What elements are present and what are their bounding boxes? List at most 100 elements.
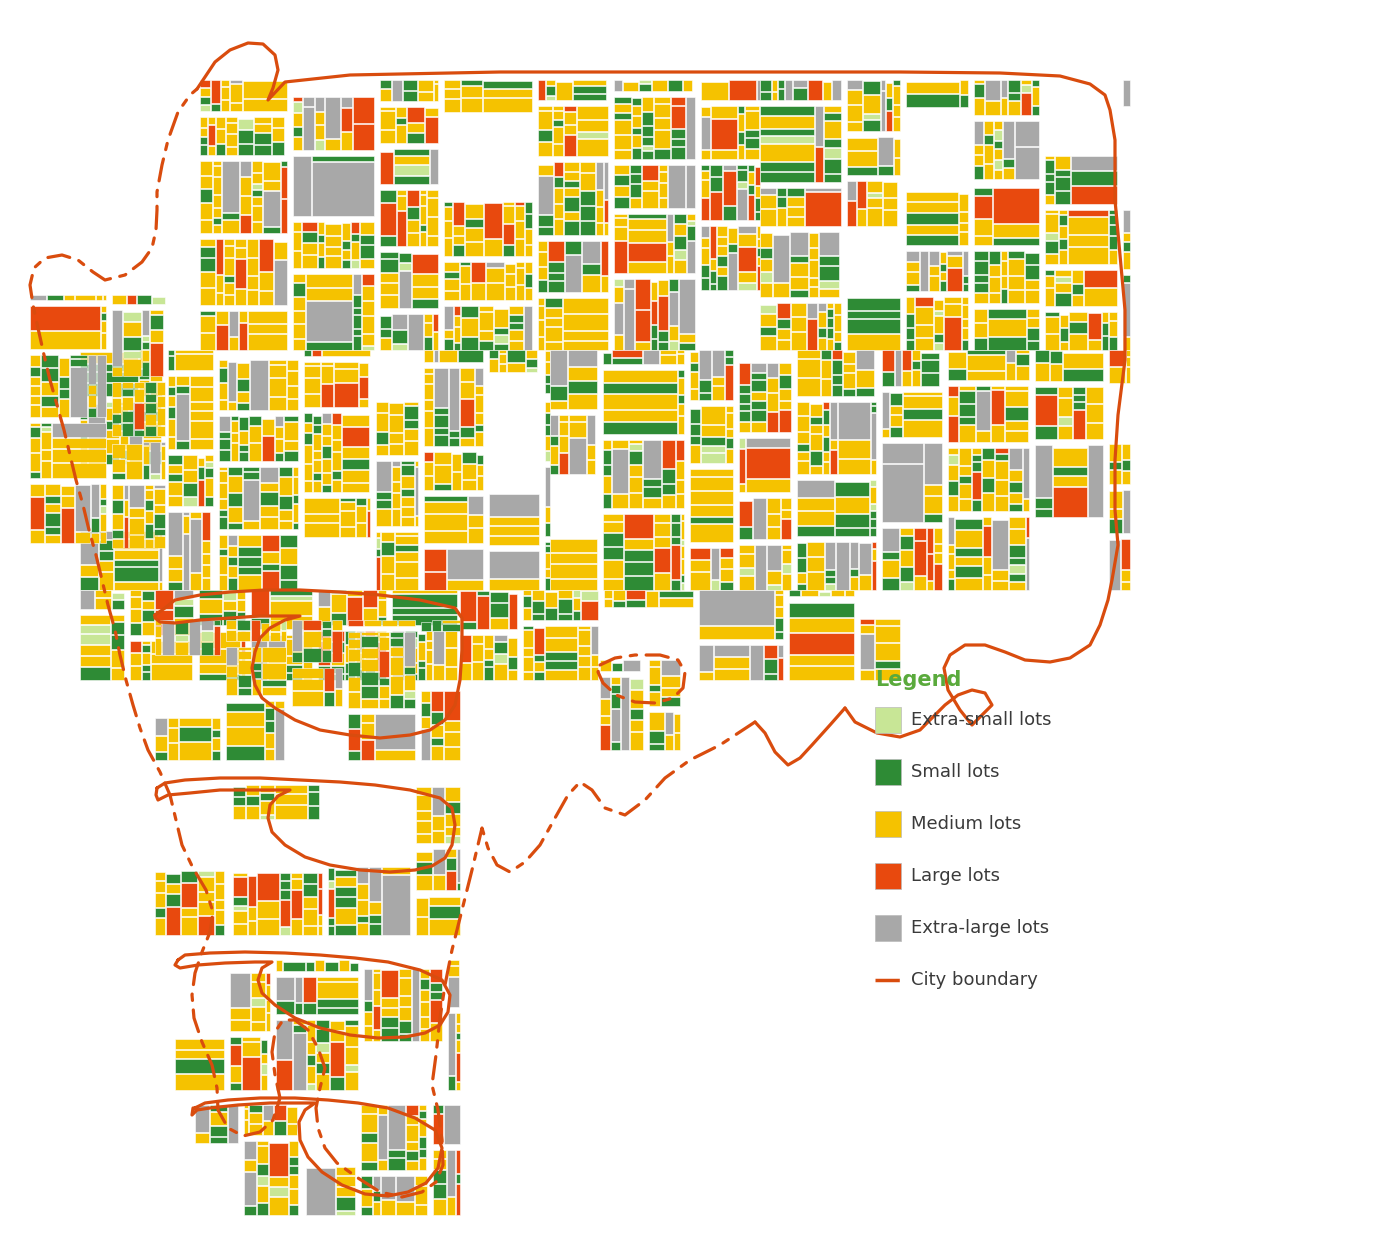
Bar: [200, 333, 216, 351]
Bar: [456, 883, 461, 890]
Bar: [379, 677, 389, 685]
Bar: [778, 645, 783, 658]
Bar: [372, 973, 379, 989]
Bar: [683, 80, 692, 91]
Bar: [461, 428, 475, 438]
Bar: [241, 665, 245, 680]
Bar: [389, 433, 403, 443]
Bar: [381, 970, 398, 997]
Bar: [392, 493, 400, 508]
Bar: [790, 290, 808, 297]
Bar: [235, 239, 246, 247]
Bar: [668, 165, 685, 208]
Bar: [249, 1124, 262, 1135]
Bar: [200, 80, 210, 87]
Bar: [336, 1211, 356, 1214]
Bar: [342, 108, 351, 131]
Bar: [287, 1108, 297, 1122]
Bar: [577, 132, 608, 138]
Bar: [41, 368, 57, 382]
Bar: [727, 413, 734, 428]
Bar: [168, 512, 182, 556]
Bar: [433, 1199, 447, 1214]
Bar: [318, 915, 322, 925]
Bar: [293, 102, 302, 112]
Bar: [1070, 334, 1086, 351]
Bar: [421, 622, 431, 631]
Bar: [304, 498, 339, 513]
Bar: [456, 1150, 461, 1173]
Bar: [248, 876, 256, 906]
Bar: [1109, 321, 1117, 336]
Bar: [746, 479, 790, 492]
Bar: [174, 618, 193, 635]
Bar: [293, 97, 302, 101]
Bar: [416, 796, 431, 810]
Bar: [701, 438, 725, 445]
Bar: [699, 645, 713, 671]
Bar: [510, 594, 517, 629]
Bar: [603, 561, 623, 578]
Bar: [29, 472, 41, 479]
Bar: [228, 557, 237, 566]
Bar: [29, 367, 41, 375]
Bar: [218, 383, 227, 399]
Bar: [1044, 157, 1054, 159]
Bar: [1056, 191, 1070, 204]
Bar: [153, 297, 165, 305]
Bar: [281, 199, 287, 232]
Bar: [510, 341, 524, 351]
Bar: [361, 1162, 377, 1170]
Bar: [630, 184, 641, 196]
Bar: [312, 162, 374, 216]
Bar: [546, 86, 554, 94]
Bar: [948, 416, 958, 443]
Bar: [924, 443, 942, 484]
Bar: [29, 428, 41, 438]
Bar: [1032, 80, 1039, 86]
Bar: [377, 492, 391, 498]
Bar: [750, 392, 766, 400]
Bar: [146, 539, 153, 548]
Bar: [202, 620, 213, 630]
Bar: [428, 906, 461, 919]
Text: Legend: Legend: [875, 670, 962, 690]
Bar: [797, 351, 820, 358]
Bar: [274, 1105, 286, 1120]
Bar: [1016, 365, 1029, 380]
Bar: [363, 590, 377, 607]
Bar: [948, 544, 953, 553]
Bar: [155, 892, 165, 907]
Bar: [462, 464, 476, 479]
Bar: [189, 620, 200, 655]
Bar: [130, 666, 141, 680]
Bar: [757, 239, 760, 247]
Bar: [573, 86, 606, 93]
Bar: [805, 188, 841, 191]
Bar: [41, 406, 57, 416]
Bar: [269, 1177, 288, 1186]
Bar: [267, 664, 286, 680]
Bar: [720, 569, 734, 580]
Bar: [622, 677, 629, 750]
Bar: [1056, 283, 1071, 292]
Bar: [461, 266, 470, 283]
Bar: [444, 203, 452, 206]
Bar: [773, 235, 790, 282]
Bar: [995, 447, 1008, 452]
Bar: [610, 742, 620, 750]
Bar: [99, 498, 106, 505]
Bar: [45, 496, 60, 503]
Bar: [545, 626, 577, 636]
Bar: [525, 288, 532, 300]
Bar: [699, 351, 711, 379]
Bar: [97, 295, 102, 300]
Bar: [882, 443, 923, 462]
Bar: [538, 177, 553, 214]
Bar: [336, 1187, 356, 1196]
Bar: [603, 440, 610, 449]
Bar: [224, 283, 234, 295]
Bar: [736, 189, 748, 220]
Bar: [52, 449, 106, 462]
Bar: [318, 607, 330, 625]
